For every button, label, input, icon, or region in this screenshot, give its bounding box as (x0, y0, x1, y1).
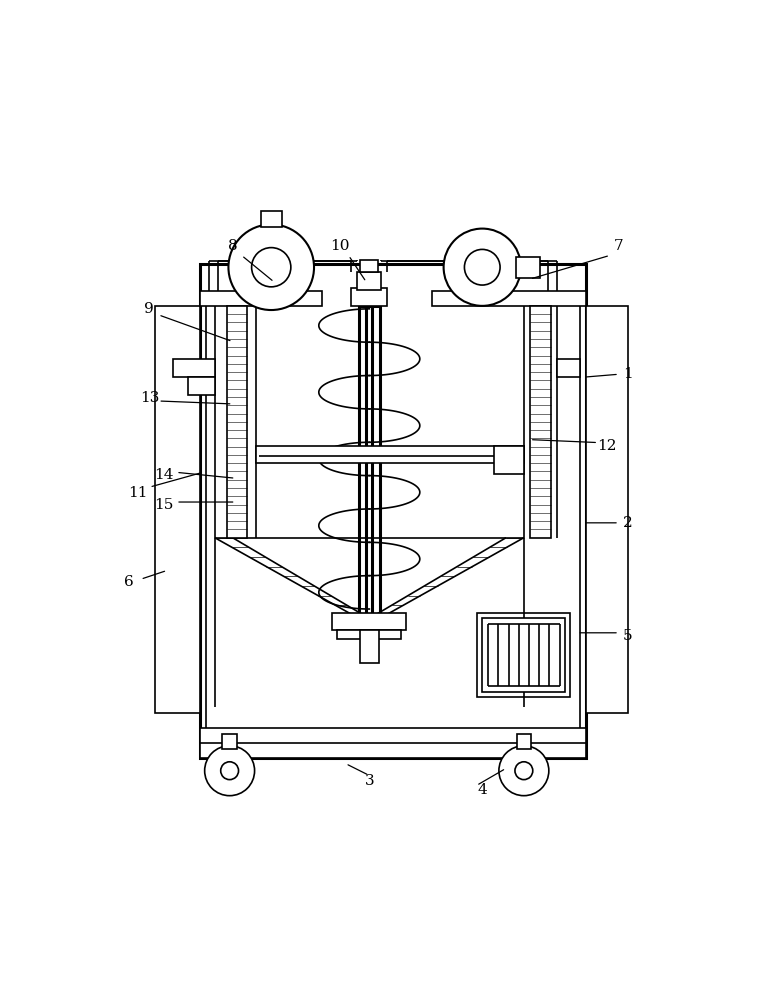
Bar (256, 446, 524, 463)
Text: 7: 7 (614, 239, 624, 253)
Bar (482, 618, 565, 692)
Bar (261, 211, 282, 227)
Bar (494, 446, 524, 474)
Circle shape (499, 746, 549, 796)
Bar (360, 260, 378, 272)
Bar (517, 734, 531, 749)
Bar (357, 272, 381, 290)
Text: 5: 5 (623, 629, 633, 643)
Bar (227, 306, 248, 538)
Bar (155, 306, 200, 713)
Text: 13: 13 (140, 391, 159, 405)
Bar (478, 613, 570, 697)
Bar (332, 613, 407, 630)
Bar (188, 377, 215, 395)
Bar (516, 257, 540, 278)
Bar (200, 291, 322, 306)
Text: 14: 14 (154, 468, 174, 482)
Text: 11: 11 (128, 486, 147, 500)
Circle shape (515, 762, 533, 780)
Bar (200, 728, 586, 758)
Text: 1: 1 (623, 367, 633, 381)
Circle shape (205, 746, 255, 796)
Bar (359, 306, 380, 615)
Bar (530, 306, 551, 538)
Text: 2: 2 (623, 516, 633, 530)
Bar (222, 734, 237, 749)
Circle shape (465, 249, 500, 285)
Bar (200, 264, 586, 758)
Text: 3: 3 (364, 774, 374, 788)
Bar (337, 630, 401, 639)
Bar (351, 288, 387, 306)
Circle shape (221, 762, 239, 780)
Text: 9: 9 (144, 302, 154, 316)
Bar (360, 630, 379, 663)
Text: 6: 6 (123, 575, 133, 589)
Text: 4: 4 (477, 783, 487, 797)
Text: 12: 12 (597, 439, 617, 453)
Text: 15: 15 (154, 498, 174, 512)
Bar (173, 359, 215, 377)
Bar (557, 359, 581, 377)
Circle shape (443, 229, 521, 306)
Text: 10: 10 (330, 239, 349, 253)
Bar (586, 306, 628, 713)
Circle shape (229, 224, 314, 310)
Circle shape (252, 248, 291, 287)
Bar (432, 291, 586, 306)
Text: 8: 8 (228, 239, 238, 253)
